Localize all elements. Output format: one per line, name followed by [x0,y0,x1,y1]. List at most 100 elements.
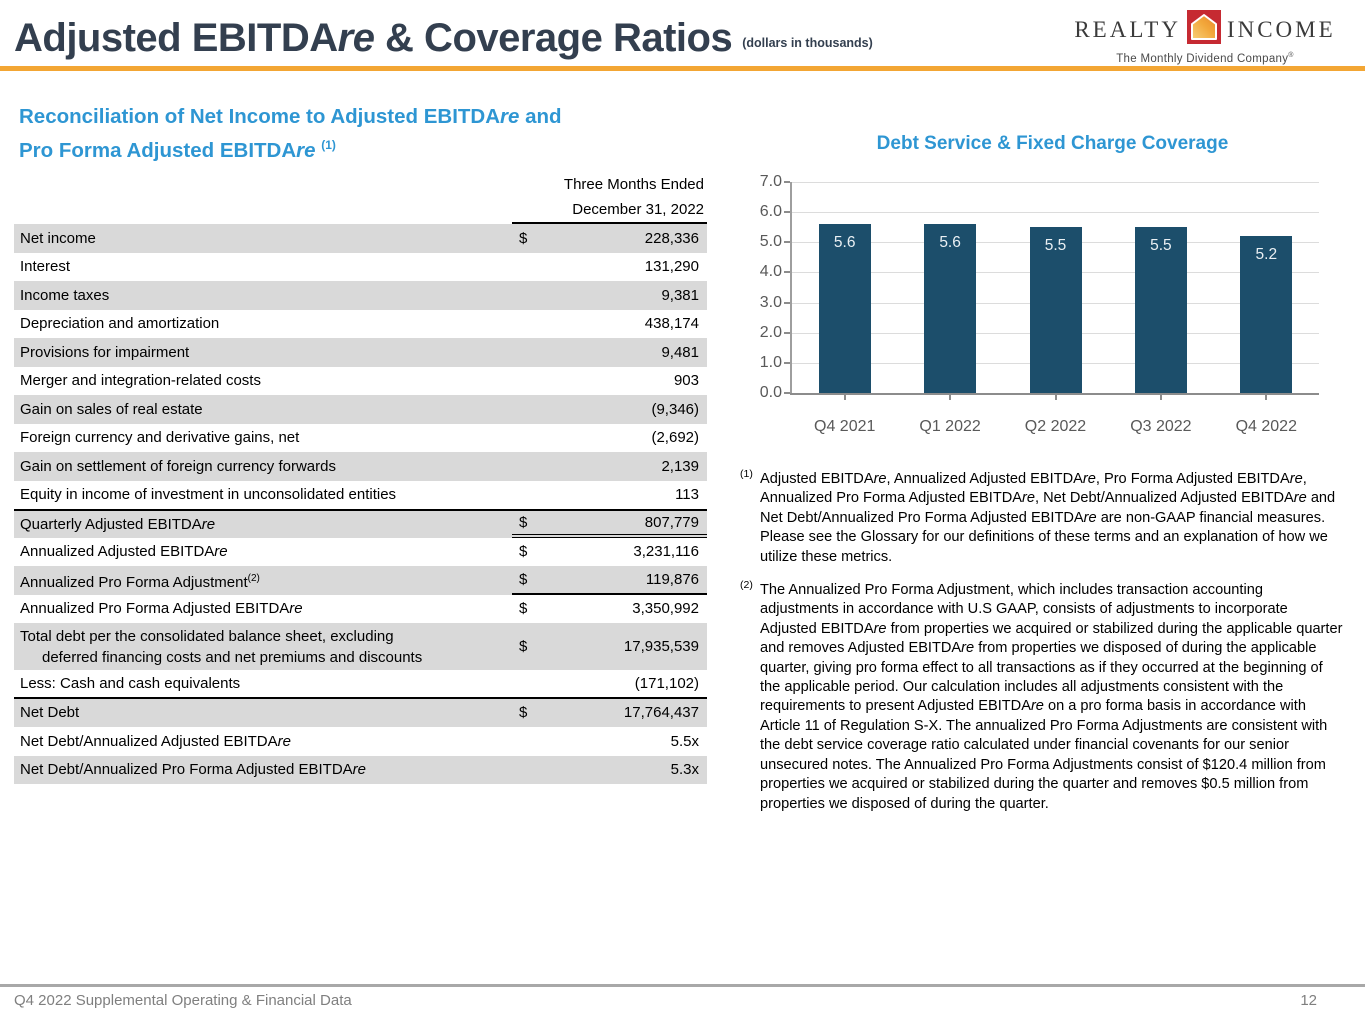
row-label: Equity in income of investment in uncons… [20,486,397,504]
table-row: Gain on settlement of foreign currency f… [14,452,707,481]
page-number: 12 [1300,992,1317,1009]
footnote-text: The Annualized Pro Forma Adjustment, whi… [760,582,1343,812]
bar: 5.6 [818,224,871,393]
dollar-sign: $ [519,600,528,618]
row-amount: 131,290 [512,253,707,282]
table-row: Equity in income of investment in uncons… [14,481,707,510]
dollar-sign: $ [519,513,528,531]
section-title-line1: Reconciliation of Net Income to Adjusted… [19,105,562,128]
table-row: Depreciation and amortization 438,174 [14,310,707,339]
y-axis-label: 4.0 [759,263,782,281]
bar: 5.2 [1240,236,1293,393]
row-amount: 9,481 [512,338,707,367]
accent-rule [0,66,1365,71]
row-value: 5.3x [670,761,699,779]
section-title: Reconciliation of Net Income to Adjusted… [19,102,562,165]
bar: 5.6 [924,224,977,393]
row-label: Quarterly Adjusted EBITDAre [20,515,216,533]
y-axis-tick [784,271,790,274]
row-amount: $3,350,992 [512,595,707,624]
row-value: 9,481 [661,343,699,361]
bar-value-label: 5.6 [833,234,856,252]
y-axis-tick [784,211,790,214]
y-axis-label: 7.0 [759,173,782,190]
table-row: Annualized Adjusted EBITDAre $3,231,116 [14,538,707,567]
table-header-period: Three Months Ended December 31, 2022 [512,172,707,224]
gridline [792,212,1319,214]
row-amount: 903 [512,367,707,396]
row-amount: $17,764,437 [512,699,707,728]
x-axis-label: Q2 2022 [1024,418,1087,435]
row-label: Gain on sales of real estate [20,400,203,418]
footer-title: Q4 2022 Supplemental Operating & Financi… [14,992,352,1009]
coverage-chart: Debt Service & Fixed Charge Coverage 0.0… [740,120,1365,435]
dollar-sign: $ [519,570,528,588]
row-value: 3,350,992 [632,600,699,618]
gridline [792,182,1319,183]
x-axis-label: Q4 2022 [1235,418,1297,435]
row-amount: 5.3x [512,756,707,785]
row-value: 131,290 [644,258,699,276]
bar-value-label: 5.6 [939,234,961,252]
row-label: Net Debt/Annualized Adjusted EBITDAre [20,732,291,750]
table-row: Provisions for impairment 9,481 [14,338,707,367]
row-amount: 113 [512,481,707,510]
table-row: Total debt per the consolidated balance … [14,623,707,670]
row-value: 5.5x [670,732,699,750]
y-axis-tick [784,181,790,183]
x-axis-label: Q3 2022 [1130,418,1192,435]
realty-income-logo: REALTY INCOME The Monthly Divid [1074,10,1333,65]
house-icon [1186,10,1221,50]
table-header-line1: Three Months Ended [563,176,704,193]
footnote-marker: (1) [740,468,753,480]
table-header: Three Months Ended December 31, 2022 [14,172,707,224]
registered-mark: ® [1288,52,1294,59]
logo-tagline: The Monthly Dividend Company® [1116,52,1294,65]
row-value: (171,102) [634,674,699,692]
row-amount: $3,231,116 [512,538,707,567]
row-value: 9,381 [661,286,699,304]
row-value: 228,336 [644,229,699,247]
x-axis-tick [843,395,846,400]
x-axis-line [790,393,1319,395]
table-body: Net income $228,336 Interest 131,290 Income … [14,224,707,784]
bar: 5.5 [1029,227,1082,393]
section-title-line2: Pro Forma Adjusted EBITDAre (1) [19,138,336,162]
table-row: Foreign currency and derivative gains, n… [14,424,707,453]
footer-rule [0,984,1365,987]
footnote: (1) Adjusted EBITDAre, Annualized Adjuste… [740,468,1344,567]
row-value: 113 [675,486,699,504]
page-title-text: Adjusted EBITDAre & Coverage Ratios [14,16,733,60]
row-amount: $119,876 [512,566,707,595]
y-axis-tick [784,392,790,394]
footnote: (2) The Annualized Pro Forma Adjustment, … [740,579,1344,814]
dollar-sign: $ [519,704,528,722]
logo-word-income: INCOME [1226,17,1336,42]
row-label: Less: Cash and cash equivalents [20,674,241,692]
y-axis-tick [784,331,790,334]
row-value: 2,139 [661,457,699,475]
row-label: Gain on settlement of foreign currency f… [20,457,336,475]
row-label: Foreign currency and derivative gains, n… [20,429,300,447]
logo-wordmark: REALTY INCOME [1074,10,1333,50]
table-row: Less: Cash and cash equivalents (171,102) [14,670,707,699]
bar-value-label: 5.5 [1044,237,1067,255]
row-value: 17,935,539 [623,638,699,655]
footnote-text: Adjusted EBITDAre, Annualized Adjusted E… [760,471,1336,565]
row-value: 438,174 [644,315,699,333]
row-amount: 438,174 [512,310,707,339]
y-axis-label: 3.0 [759,293,782,311]
row-label: Income taxes [20,286,110,304]
table-row: Net Debt/Annualized Adjusted EBITDAre 5.5… [14,727,707,756]
row-label: Net Debt [20,704,80,722]
table-row: Interest 131,290 [14,253,707,282]
row-label: Depreciation and amortization [20,315,220,333]
footnotes: (1) Adjusted EBITDAre, Annualized Adjuste… [740,468,1344,828]
table-header-line2: December 31, 2022 [572,201,704,218]
row-amount: (9,346) [512,395,707,424]
y-axis-tick [784,301,790,304]
row-amount: $228,336 [512,224,707,253]
x-axis-tick [949,395,952,400]
row-amount: $807,779 [512,511,707,538]
